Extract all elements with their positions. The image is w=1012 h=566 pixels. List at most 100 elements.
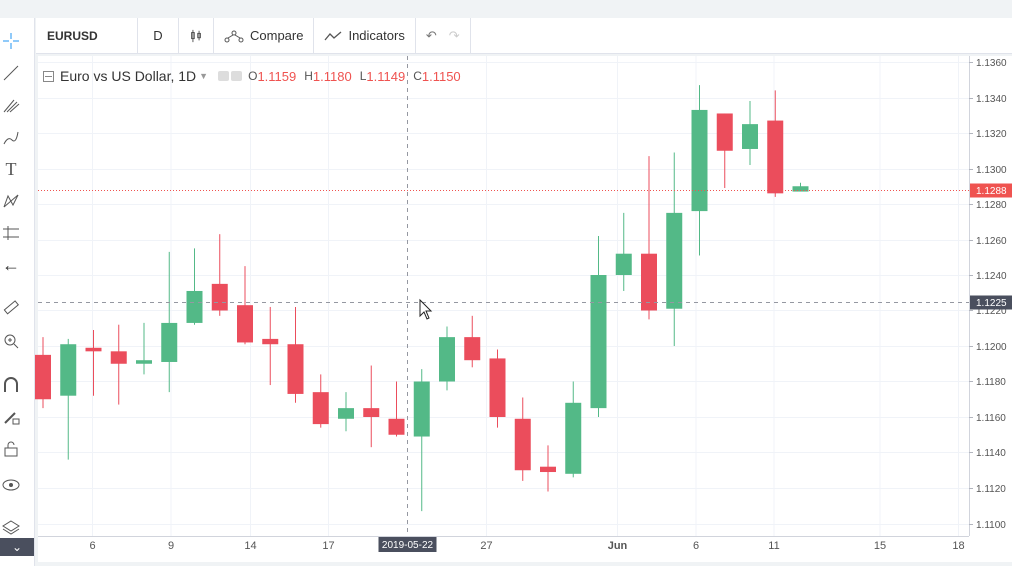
price-tick-label: 1.1340 <box>976 94 1007 105</box>
candle-down <box>312 392 329 425</box>
zoom-in-icon[interactable] <box>0 330 22 352</box>
redo-icon[interactable]: ↷ <box>448 27 460 43</box>
time-tick-label: 18 <box>952 540 964 552</box>
candle-up <box>60 344 77 396</box>
candle-down <box>110 351 127 364</box>
last-price-label: 1.1288 <box>976 186 1007 197</box>
crosshair-price-label: 1.1225 <box>976 298 1007 309</box>
low-value: 1.1149 <box>366 68 406 84</box>
unlock-icon[interactable] <box>0 438 22 460</box>
time-tick-label: 6 <box>693 540 699 552</box>
candle-up <box>413 381 430 437</box>
text-icon[interactable]: T <box>5 158 17 179</box>
time-tick-label: 14 <box>244 540 256 552</box>
crosshair-icon[interactable] <box>0 30 22 52</box>
open-label: O <box>248 69 258 83</box>
time-tick-label: 15 <box>874 540 886 552</box>
crosshair-price-badge <box>970 295 1012 310</box>
candle-up <box>136 360 152 364</box>
candle-up <box>161 322 178 362</box>
candle-down <box>287 344 304 394</box>
price-tick-label: 1.1120 <box>976 484 1006 495</box>
price-tick-label: 1.1140 <box>976 448 1006 459</box>
candle-down <box>716 113 733 151</box>
candle-up <box>792 186 809 192</box>
price-tick-label: 1.1360 <box>976 58 1007 69</box>
magnet-icon[interactable] <box>0 374 22 396</box>
indicators-button[interactable]: Indicators <box>314 18 416 53</box>
collapse-legend-icon[interactable] <box>43 70 54 82</box>
candle-up <box>666 212 683 309</box>
top-toolbar: EURUSD D Compare Indicators ↶ ↷ <box>36 18 1012 54</box>
price-tick-label: 1.1280 <box>976 200 1007 211</box>
high-value: 1.1180 <box>312 68 352 84</box>
symbol-search-button[interactable]: EURUSD <box>36 18 138 53</box>
settings-icon[interactable] <box>231 71 243 81</box>
chevron-down-icon[interactable]: ⌄ <box>0 538 34 556</box>
indicators-icon <box>324 31 342 40</box>
indicators-label: Indicators <box>348 28 405 43</box>
lock-drawing-icon[interactable] <box>0 406 22 428</box>
last-price-badge <box>970 183 1012 198</box>
candle-up <box>186 290 203 323</box>
price-tick-label: 1.1320 <box>976 129 1007 140</box>
brush-icon[interactable] <box>0 126 22 148</box>
candle-down <box>514 418 531 471</box>
time-tick-label: Jun <box>608 540 628 552</box>
interval-button[interactable]: D <box>138 18 179 53</box>
candle-down <box>262 338 279 345</box>
price-tick-label: 1.1160 <box>976 413 1006 424</box>
caret-down-icon[interactable]: ▼ <box>199 71 209 81</box>
time-tick-label: 6 <box>89 540 95 552</box>
price-tick-label: 1.1240 <box>976 271 1007 282</box>
chart-type-button[interactable] <box>179 18 214 53</box>
legend-buttons <box>218 71 243 81</box>
high-label: H <box>304 69 313 83</box>
ruler-icon[interactable] <box>0 296 22 318</box>
eye-icon[interactable] <box>0 474 22 496</box>
overlays: 1.1288 1.1225 2019-05-22 <box>38 56 1012 552</box>
candle-down <box>388 418 405 435</box>
time-tick-label: 17 <box>322 540 334 552</box>
pitchfork-icon[interactable] <box>0 94 22 116</box>
candle-up <box>590 275 607 409</box>
price-tick-label: 1.1200 <box>976 342 1007 353</box>
grid <box>38 56 969 536</box>
candle-down <box>363 408 380 417</box>
open-value: 1.1159 <box>257 68 297 84</box>
drawing-toolbar: T ← ⌄ <box>0 18 35 566</box>
symbol-label: EURUSD <box>47 28 98 43</box>
candle-down <box>641 253 657 311</box>
compare-label: Compare <box>250 28 304 43</box>
interval-label: D <box>153 28 163 43</box>
compare-button[interactable]: Compare <box>214 18 315 53</box>
pattern-icon[interactable] <box>0 190 22 212</box>
back-arrow-icon[interactable]: ← <box>2 254 20 275</box>
price-tick-label: 1.1180 <box>976 377 1006 388</box>
measure-icon[interactable] <box>0 222 22 244</box>
low-label: L <box>359 69 367 83</box>
compare-icon <box>224 30 244 42</box>
price-tick-label: 1.1220 <box>976 306 1007 317</box>
candle-down <box>211 283 228 311</box>
candle-down <box>237 305 253 343</box>
candle-up <box>742 124 758 149</box>
price-tick-label: 1.1260 <box>976 236 1007 247</box>
candle-down <box>489 358 506 417</box>
time-axis: 6 9 14 17 27 Jun 6 11 15 18 <box>38 536 969 552</box>
crosshair-date-label: 2019-05-22 <box>382 540 434 551</box>
candles-icon <box>191 29 201 42</box>
candle-down <box>35 354 51 400</box>
mouse-cursor-icon <box>419 298 433 320</box>
undo-icon[interactable]: ↶ <box>425 27 437 43</box>
hide-icon[interactable] <box>218 71 230 81</box>
trend-line-icon[interactable] <box>0 62 22 84</box>
close-label: C <box>413 69 422 83</box>
crosshair-date-badge <box>378 537 437 552</box>
candle-up <box>691 109 708 212</box>
layers-icon[interactable] <box>0 516 22 538</box>
time-tick-label: 9 <box>168 540 174 552</box>
candle-down <box>85 347 102 352</box>
time-tick-label: 11 <box>768 540 779 552</box>
